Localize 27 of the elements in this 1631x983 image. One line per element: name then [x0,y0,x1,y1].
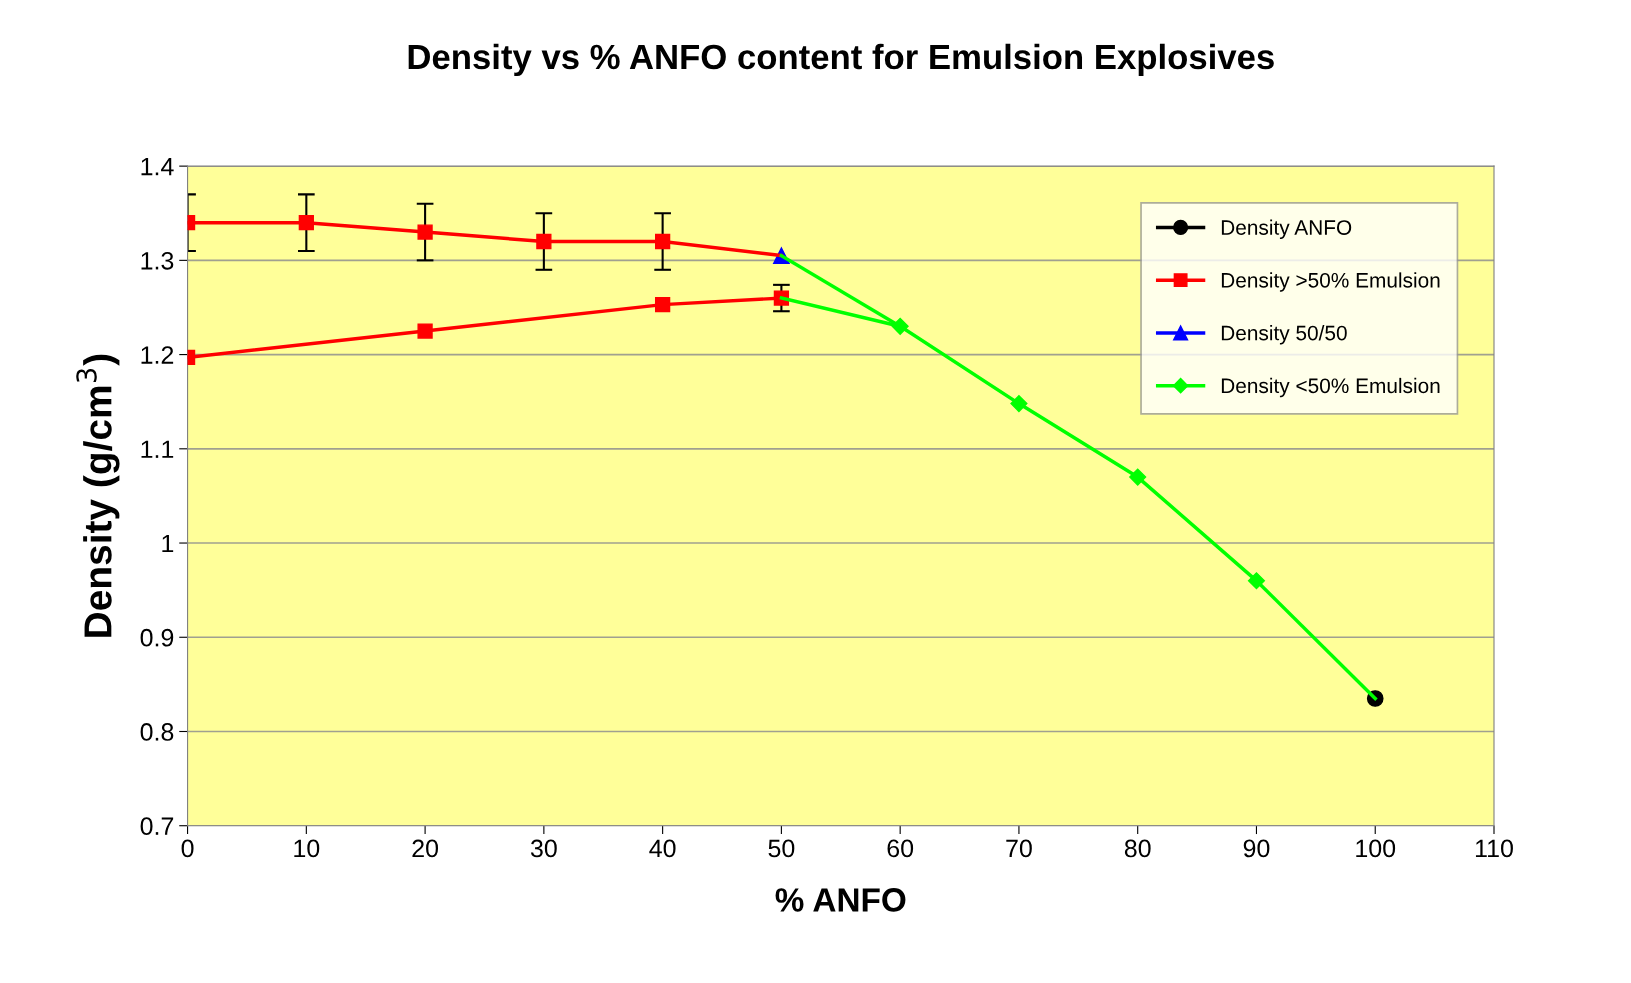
x-tick-label: 70 [1006,839,1032,858]
legend-label: Density ANFO [1221,219,1352,240]
y-tick-label: 0.9 [140,628,174,647]
x-axis-title: % ANFO [775,888,906,912]
x-tick-label: 110 [1475,839,1513,858]
y-axis-title: Density (g/cm$^{3}$) [76,354,120,637]
y-tick-label: 1.4 [141,157,174,176]
legend-label: Density 50/50 [1221,325,1347,345]
x-tick-label: 40 [649,839,676,858]
chart-title: Density vs % ANFO content for Emulsion Explosives [408,43,1274,77]
legend-label: Density >50% Emulsion [1221,272,1440,292]
x-tick-label: 100 [1356,839,1396,858]
y-tick-label: 0.8 [140,723,174,741]
legend-label: Density <50% Emulsion [1221,377,1440,398]
x-tick-label: 0 [181,839,194,858]
y-tick-label: 1 [162,534,174,553]
y-tick-label: 1.2 [141,346,174,364]
x-tick-label: 10 [294,839,320,858]
x-tick-label: 30 [530,839,557,858]
x-tick-label: 20 [412,839,439,858]
y-tick-label: 1.1 [141,440,174,458]
x-tick-label: 60 [887,839,914,858]
x-tick-label: 80 [1124,839,1151,858]
y-tick-label: 1.3 [141,251,174,270]
x-tick-label: 50 [768,839,795,858]
y-tick-label: 0.7 [140,817,174,836]
x-tick-label: 90 [1243,839,1270,858]
